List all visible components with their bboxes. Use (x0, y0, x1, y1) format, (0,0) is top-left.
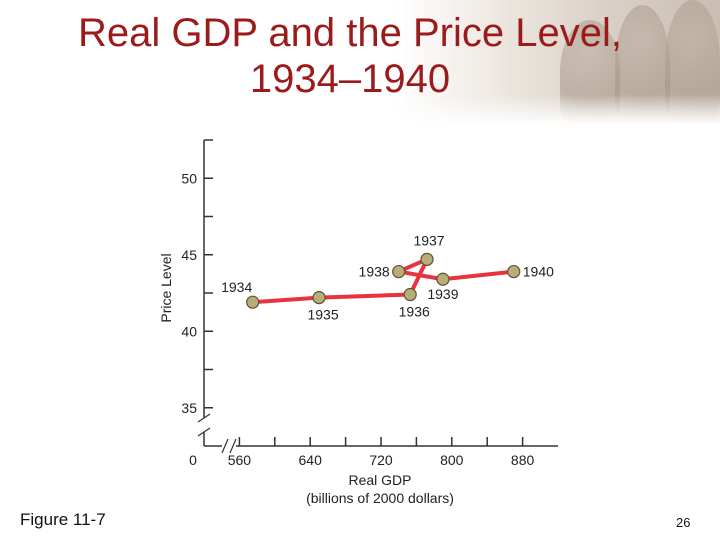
data-point-label: 1935 (307, 307, 338, 323)
data-point-label: 1936 (399, 304, 430, 320)
x-tick-label: 640 (299, 452, 323, 468)
x-tick-label: 880 (511, 452, 535, 468)
data-point-label: 1938 (359, 264, 390, 280)
data-point-label: 1940 (523, 264, 554, 280)
x-tick-label: 800 (440, 452, 464, 468)
y-tick-label: 35 (181, 400, 197, 416)
x-axis-break-mark (229, 438, 237, 454)
data-point-marker (420, 252, 434, 266)
x-axis-title: Real GDP (348, 472, 411, 488)
page-number: 26 (676, 515, 691, 530)
y-axis-title: Price Level (158, 253, 174, 322)
header-banner (0, 0, 720, 125)
slide-title: Real GDP and the Price Level, 1934–1940 (20, 10, 680, 102)
chart-axes (197, 140, 558, 454)
price-level-series: 1934 1935 1936 1937 1938 1939 1940 (221, 232, 554, 322)
y-tick-label: 45 (181, 247, 197, 263)
slide-title-line-2: 1934–1940 (249, 57, 451, 101)
x-axis-ticks: 560 640 720 800 880 (228, 437, 535, 468)
y-tick-label: 40 (181, 323, 197, 339)
data-point-marker (246, 295, 260, 309)
data-point-label: 1934 (221, 279, 252, 295)
x-axis-title-units: (billions of 2000 dollars) (306, 490, 454, 506)
x-axis-break-mark (221, 438, 229, 454)
origin-label: 0 (189, 452, 197, 468)
y-axis-break-mark (197, 427, 211, 437)
data-point-marker (312, 290, 326, 305)
data-point-marker (436, 272, 450, 286)
y-tick-label: 50 (181, 170, 197, 186)
data-point-label: 1937 (413, 232, 444, 248)
data-point-marker (507, 264, 521, 279)
x-tick-label: 720 (369, 452, 393, 468)
y-axis-ticks: 35 40 45 50 (181, 139, 213, 416)
figure-label: Figure 11-7 (20, 510, 106, 529)
data-point-label: 1939 (427, 286, 458, 302)
y-axis-break-mark (197, 413, 211, 423)
banner-fade (0, 95, 720, 125)
slide-title-line-1: Real GDP and the Price Level, (77, 11, 622, 55)
data-point-marker (392, 264, 406, 279)
x-tick-label: 560 (228, 452, 252, 468)
data-point-marker (403, 287, 417, 302)
